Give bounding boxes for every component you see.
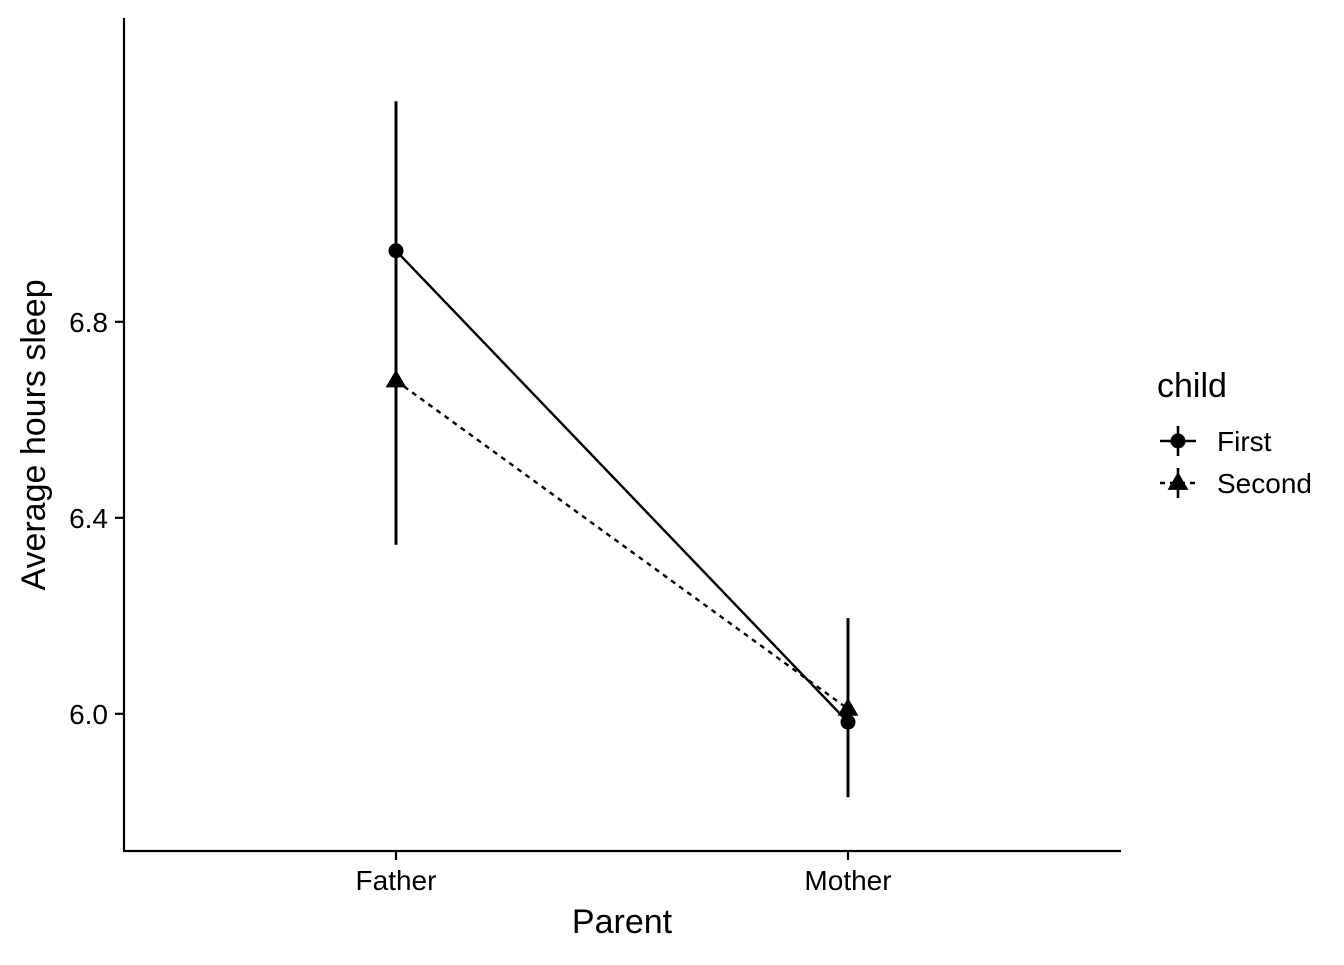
legend-title: child (1157, 367, 1227, 405)
legend-label-first: First (1217, 426, 1272, 457)
plot-area (385, 101, 859, 798)
legend: child First Second (1157, 367, 1312, 499)
data-point-first (388, 243, 404, 259)
series-line-first (395, 249, 849, 723)
legend-key-marker-second (1167, 472, 1189, 490)
y-tick-label: 6.0 (69, 699, 108, 730)
x-axis-title: Parent (572, 903, 673, 941)
x-tick-label: Mother (804, 865, 891, 896)
legend-key-marker-first (1170, 433, 1186, 449)
data-point-second (385, 369, 407, 388)
y-axis-title: Average hours sleep (15, 279, 53, 590)
x-tick-label: Father (356, 865, 437, 896)
axes: 6.0 6.4 6.8 Father Mother (69, 18, 1121, 896)
y-tick-label: 6.4 (69, 503, 108, 534)
series-line-second (395, 379, 849, 710)
y-tick-label: 6.8 (69, 307, 108, 338)
legend-label-second: Second (1217, 468, 1312, 499)
data-point-second (837, 697, 859, 716)
